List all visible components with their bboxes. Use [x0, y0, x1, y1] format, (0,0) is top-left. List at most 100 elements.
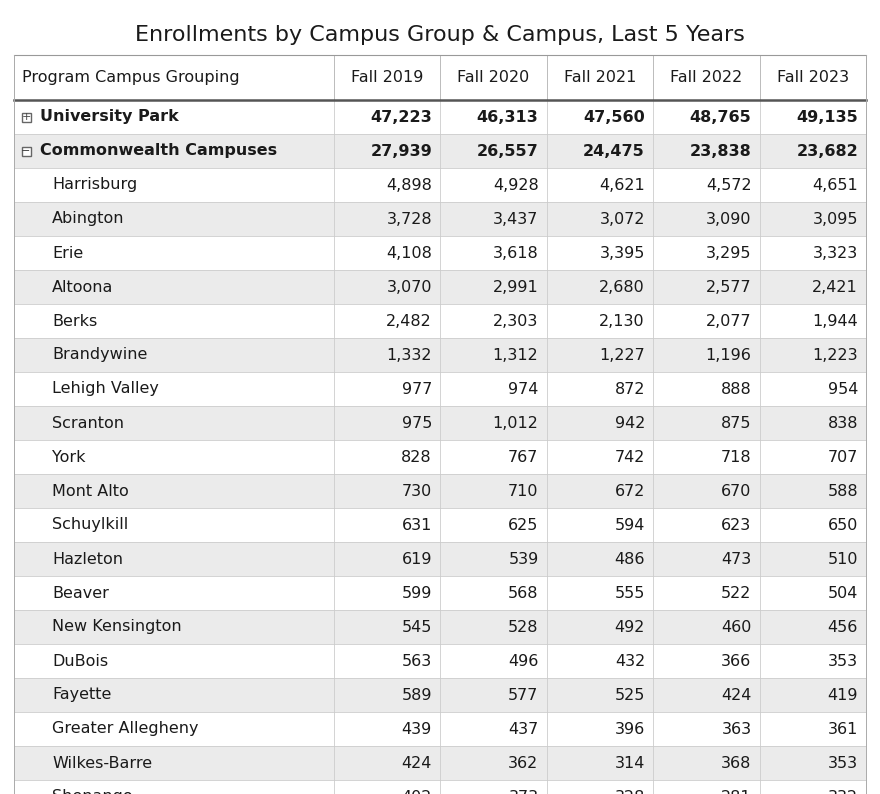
Bar	[14, 746, 866, 780]
Text: 767: 767	[508, 449, 539, 464]
Text: 710: 710	[508, 484, 539, 499]
Text: 975: 975	[401, 415, 432, 430]
Text: 838: 838	[827, 415, 858, 430]
Text: 24,475: 24,475	[583, 144, 645, 159]
Text: 625: 625	[508, 518, 539, 533]
Text: 2,303: 2,303	[493, 314, 539, 329]
Text: 4,572: 4,572	[706, 178, 752, 192]
Bar	[14, 100, 866, 134]
Text: 528: 528	[508, 619, 539, 634]
Text: 361: 361	[827, 722, 858, 737]
Text: 2,421: 2,421	[812, 279, 858, 295]
Text: 353: 353	[828, 653, 858, 669]
Text: Fall 2019: Fall 2019	[350, 70, 423, 85]
Bar	[14, 304, 866, 338]
Text: 460: 460	[721, 619, 752, 634]
Text: 563: 563	[402, 653, 432, 669]
Text: 363: 363	[722, 722, 752, 737]
Text: 510: 510	[827, 552, 858, 566]
Text: 328: 328	[614, 789, 645, 794]
Text: 522: 522	[721, 585, 752, 600]
Text: 456: 456	[827, 619, 858, 634]
Text: 3,295: 3,295	[706, 245, 752, 260]
Bar	[14, 780, 866, 794]
Text: 589: 589	[401, 688, 432, 703]
Bar	[14, 678, 866, 712]
Text: 419: 419	[827, 688, 858, 703]
Bar	[14, 644, 866, 678]
Text: Shenango: Shenango	[52, 789, 133, 794]
Text: 718: 718	[721, 449, 752, 464]
Text: Commonwealth Campuses: Commonwealth Campuses	[40, 144, 277, 159]
Text: Brandywine: Brandywine	[52, 348, 147, 363]
Text: 402: 402	[401, 789, 432, 794]
Text: 2,130: 2,130	[599, 314, 645, 329]
Text: Erie: Erie	[52, 245, 84, 260]
Text: Lehigh Valley: Lehigh Valley	[52, 381, 159, 396]
Text: 3,437: 3,437	[493, 211, 539, 226]
Bar	[14, 576, 866, 610]
Text: 954: 954	[827, 381, 858, 396]
Text: York: York	[52, 449, 85, 464]
Text: 974: 974	[508, 381, 539, 396]
Bar	[14, 712, 866, 746]
Text: 875: 875	[721, 415, 752, 430]
Bar	[14, 270, 866, 304]
Text: 23,838: 23,838	[690, 144, 752, 159]
Text: 27,939: 27,939	[370, 144, 432, 159]
Text: 4,651: 4,651	[812, 178, 858, 192]
Text: 366: 366	[722, 653, 752, 669]
Text: 555: 555	[614, 585, 645, 600]
Text: 599: 599	[401, 585, 432, 600]
Text: 672: 672	[614, 484, 645, 499]
Text: 4,898: 4,898	[386, 178, 432, 192]
Text: Wilkes-Barre: Wilkes-Barre	[52, 756, 152, 770]
Text: 396: 396	[615, 722, 645, 737]
Text: 47,560: 47,560	[583, 110, 645, 125]
Text: 1,944: 1,944	[812, 314, 858, 329]
Text: 432: 432	[615, 653, 645, 669]
Text: 3,395: 3,395	[599, 245, 645, 260]
Text: Greater Allegheny: Greater Allegheny	[52, 722, 199, 737]
Text: −: −	[21, 146, 31, 156]
Text: 888: 888	[721, 381, 752, 396]
Text: 631: 631	[401, 518, 432, 533]
Text: 577: 577	[508, 688, 539, 703]
Text: 588: 588	[827, 484, 858, 499]
Text: Mont Alto: Mont Alto	[52, 484, 128, 499]
Text: Hazleton: Hazleton	[52, 552, 123, 566]
Text: 439: 439	[402, 722, 432, 737]
Text: 623: 623	[722, 518, 752, 533]
Text: 424: 424	[401, 756, 432, 770]
Text: 619: 619	[401, 552, 432, 566]
Text: 977: 977	[401, 381, 432, 396]
Bar	[21, 147, 31, 156]
Text: 3,323: 3,323	[813, 245, 858, 260]
Text: 496: 496	[508, 653, 539, 669]
Bar	[14, 338, 866, 372]
Text: 1,227: 1,227	[599, 348, 645, 363]
Text: New Kensington: New Kensington	[52, 619, 181, 634]
Text: 332: 332	[828, 789, 858, 794]
Text: 525: 525	[614, 688, 645, 703]
Text: 47,223: 47,223	[370, 110, 432, 125]
Text: 1,332: 1,332	[386, 348, 432, 363]
Text: 2,991: 2,991	[493, 279, 539, 295]
Text: DuBois: DuBois	[52, 653, 108, 669]
Text: Schuylkill: Schuylkill	[52, 518, 128, 533]
Text: 281: 281	[721, 789, 752, 794]
Text: 828: 828	[401, 449, 432, 464]
Bar	[21, 113, 31, 121]
Bar	[14, 372, 866, 406]
Bar	[14, 202, 866, 236]
Text: 362: 362	[509, 756, 539, 770]
Text: 707: 707	[827, 449, 858, 464]
Text: 4,621: 4,621	[599, 178, 645, 192]
Text: Fall 2022: Fall 2022	[671, 70, 743, 85]
Text: +: +	[21, 112, 31, 122]
Text: 4,928: 4,928	[493, 178, 539, 192]
Text: 2,077: 2,077	[706, 314, 752, 329]
Text: 1,196: 1,196	[706, 348, 752, 363]
Bar	[14, 508, 866, 542]
Text: Harrisburg: Harrisburg	[52, 178, 137, 192]
